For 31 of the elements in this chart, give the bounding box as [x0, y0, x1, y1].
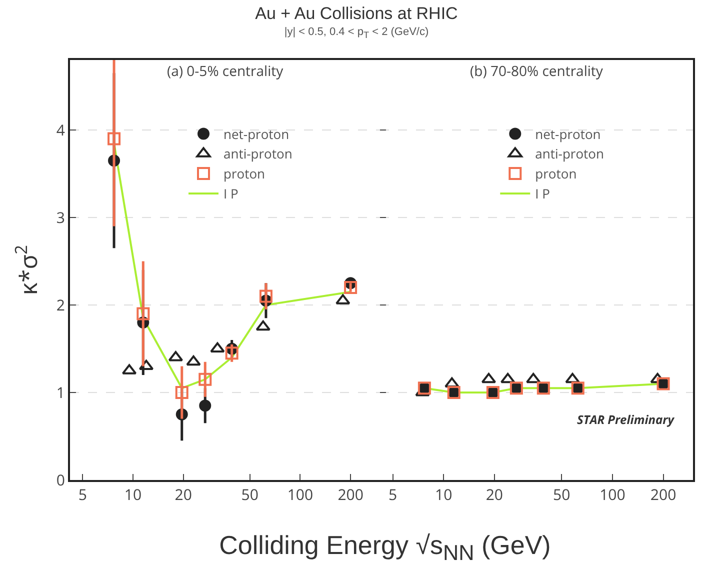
x-tick-label: 10 [124, 485, 142, 505]
y-tick-label: 1 [56, 382, 65, 403]
legend-label: I P [535, 184, 550, 203]
annotation: STAR Preliminary [577, 411, 675, 428]
x-tick-label: 20 [486, 485, 504, 505]
x-tick-label: 10 [435, 485, 452, 505]
x-tick-label: 50 [553, 485, 570, 505]
legend-label: anti-proton [224, 144, 292, 163]
annotation: (a) 0-5% centrality [167, 62, 284, 81]
x-tick-label: 5 [78, 485, 87, 505]
x-tick-label: 100 [287, 485, 314, 505]
legend-label: anti-proton [535, 144, 604, 163]
x-tick-label: 5 [388, 485, 398, 505]
x-tick-label: 50 [241, 485, 258, 505]
annotation: (b) 70-80% centrality [470, 62, 604, 81]
x-tick-label: 20 [174, 485, 192, 505]
legend-label: proton [224, 164, 266, 183]
x-tick-label: 200 [650, 485, 676, 505]
y-tick-label: 0 [56, 470, 65, 490]
legend-label: net-proton [224, 124, 290, 143]
y-tick-label: 2 [56, 295, 65, 316]
x-tick-label: 200 [338, 485, 364, 505]
x-tick-label: 100 [600, 485, 626, 505]
y-tick-label: 4 [56, 120, 66, 140]
legend-label: net-proton [535, 124, 601, 143]
legend-label: I P [224, 184, 239, 203]
chart-title: Au + Au Collisions at RHIC [254, 4, 459, 24]
y-tick-label: 3 [56, 208, 65, 228]
x-axis-title: Colliding Energy √s$_{NN}$ (GeV) [218, 530, 552, 566]
legend-label: proton [535, 164, 577, 183]
chart-subtitle: |y| < 0.5, 0.4 < p$_{T}$ < 2 (GeV/c) [283, 26, 430, 40]
